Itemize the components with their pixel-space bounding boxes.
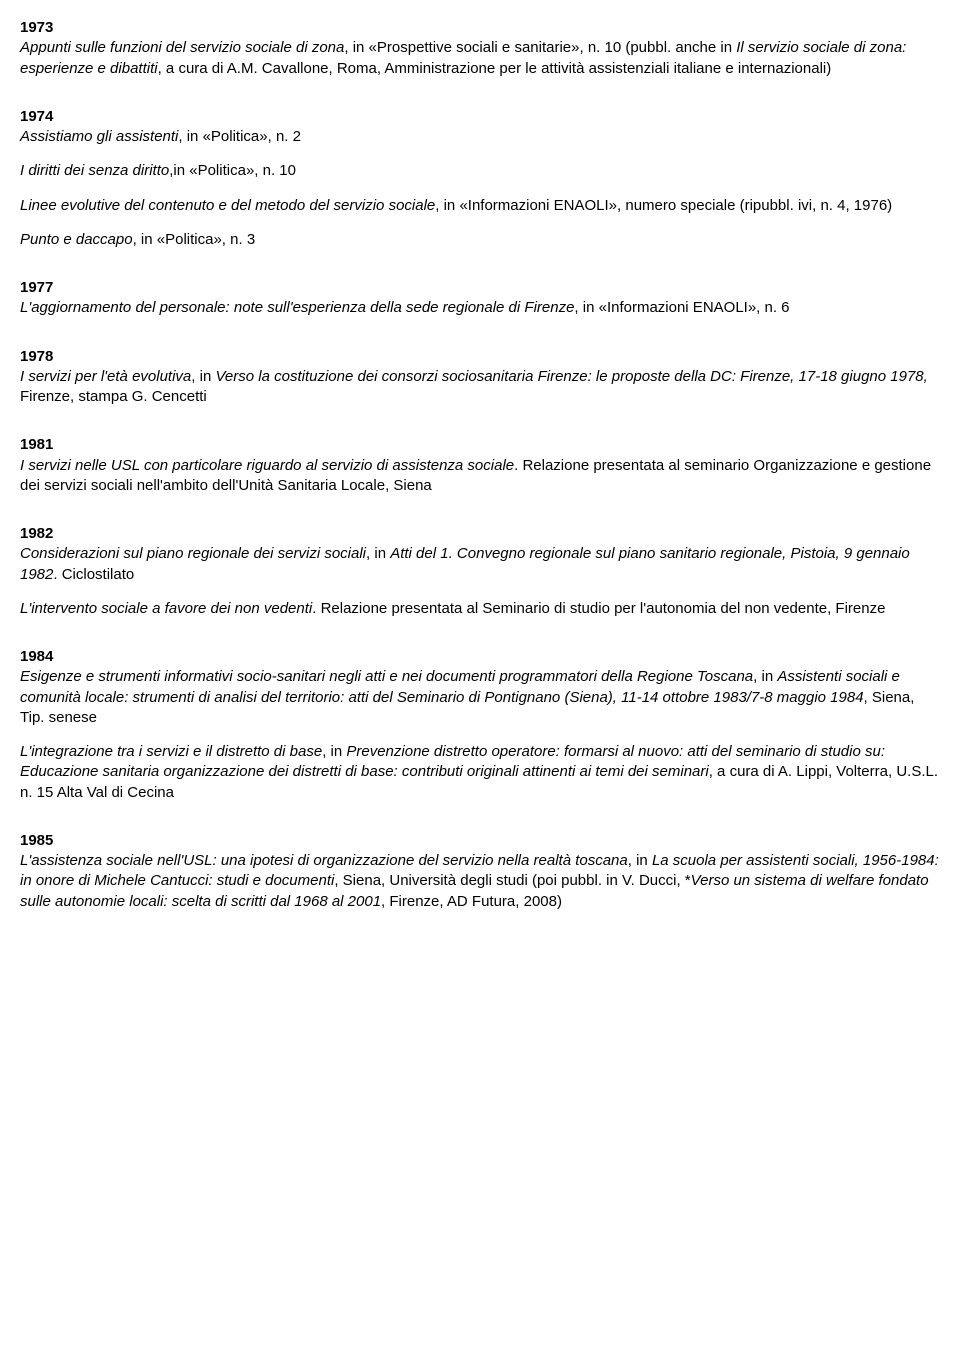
year-heading: 1973 bbox=[20, 18, 940, 38]
bibliography-entry: Punto e daccapo, in «Politica», n. 3 bbox=[20, 230, 940, 250]
year-heading: 1985 bbox=[20, 831, 940, 851]
bibliography-entry: L'assistenza sociale nell'USL: una ipote… bbox=[20, 851, 940, 912]
bibliography-entry: I servizi nelle USL con particolare rigu… bbox=[20, 456, 940, 497]
bibliography-entry: I servizi per l'età evolutiva, in Verso … bbox=[20, 367, 940, 408]
bibliography-entry: Considerazioni sul piano regionale dei s… bbox=[20, 544, 940, 585]
year-heading: 1977 bbox=[20, 278, 940, 298]
bibliography-entry: L'aggiornamento del personale: note sull… bbox=[20, 298, 940, 318]
year-heading: 1982 bbox=[20, 524, 940, 544]
year-heading: 1974 bbox=[20, 107, 940, 127]
year-heading: 1984 bbox=[20, 647, 940, 667]
year-heading: 1978 bbox=[20, 347, 940, 367]
bibliography-entry: Appunti sulle funzioni del servizio soci… bbox=[20, 38, 940, 79]
bibliography-entry: I diritti dei senza diritto,in «Politica… bbox=[20, 161, 940, 181]
bibliography-document: 1973Appunti sulle funzioni del servizio … bbox=[20, 18, 940, 912]
bibliography-entry: Assistiamo gli assistenti, in «Politica»… bbox=[20, 127, 940, 147]
bibliography-entry: Linee evolutive del contenuto e del meto… bbox=[20, 196, 940, 216]
bibliography-entry: Esigenze e strumenti informativi socio-s… bbox=[20, 667, 940, 728]
bibliography-entry: L'integrazione tra i servizi e il distre… bbox=[20, 742, 940, 803]
bibliography-entry: L'intervento sociale a favore dei non ve… bbox=[20, 599, 940, 619]
year-heading: 1981 bbox=[20, 435, 940, 455]
